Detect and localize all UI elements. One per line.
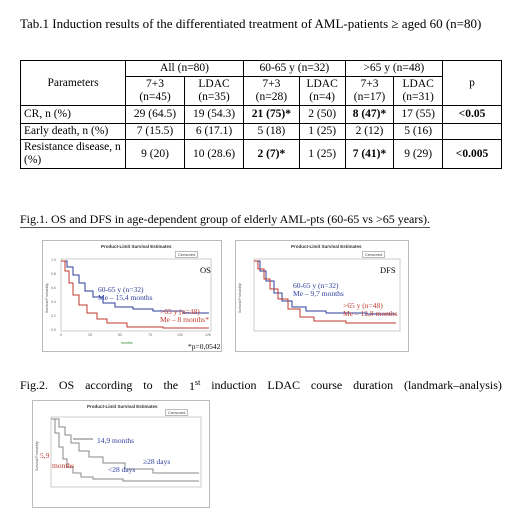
table-cell: 2 (12) [345, 124, 394, 140]
table-cell: 21 (75)* [244, 106, 300, 124]
table-cell: 9 (29) [394, 140, 443, 169]
os-blue-group-label: 60-65 y (n=32) Me – 15,4 months [98, 286, 153, 302]
x-tick: 75 [148, 333, 152, 337]
subheader-cell: 7+3 (n=28) [244, 77, 300, 106]
table-row: CR, n (%) 29 (64.5) 19 (54.3) 21 (75)* 2… [21, 106, 502, 124]
os-label: OS [200, 266, 211, 274]
subheader-cell: LDAC (n=4) [299, 77, 345, 106]
table-cell: 5 (16) [394, 124, 443, 140]
table-cell: 1 (25) [299, 124, 345, 140]
table-cell: 7 (41)* [345, 140, 394, 169]
table-cell: 17 (55) [394, 106, 443, 124]
table-cell: 29 (64.5) [126, 106, 185, 124]
os-p-note: *p=0,0542 [188, 343, 220, 351]
col-header-60-65: 60-65 y (n=32) [244, 61, 346, 77]
ann-ge-28-days: ≥28 days [143, 458, 170, 466]
landmark-km-plot: Product-Limit Survival Estimates Censore… [32, 400, 210, 508]
subheader-cell: 7+3 (n=45) [126, 77, 185, 106]
col-header-p: p [443, 61, 502, 106]
x-axis-label: months [121, 341, 132, 345]
ann-months: months [52, 462, 74, 470]
table-cell: 7 (15.5) [126, 124, 185, 140]
table-cell: 10 (28.6) [185, 140, 244, 169]
ann-lt-28-days: <28 days [108, 466, 135, 474]
ann-14-9-months: 14,9 months [97, 437, 134, 445]
col-header-over65: >65 y (n=48) [345, 61, 442, 77]
row-label: Early death, n (%) [21, 124, 126, 140]
x-tick: 0 [60, 333, 62, 337]
row-label: Resistance disease, n (%) [21, 140, 126, 169]
landmark-curves [33, 401, 209, 507]
fig2-caption: Fig.2. OS according to the 1st induction… [20, 378, 502, 394]
table-cell: 9 (20) [126, 140, 185, 169]
table-cell: 1 (25) [299, 140, 345, 169]
table-cell: 2 (50) [299, 106, 345, 124]
table-cell: 5 (18) [244, 124, 300, 140]
table-cell: 2 (7)* [244, 140, 300, 169]
x-tick: 100 [177, 333, 183, 337]
dfs-label: DFS [380, 266, 396, 274]
p-value-cell [443, 124, 502, 140]
x-tick: 50 [118, 333, 122, 337]
x-tick: 125 [205, 333, 211, 337]
col-header-all: All (n=80) [126, 61, 244, 77]
table-row: Early death, n (%) 7 (15.5) 6 (17.1) 5 (… [21, 124, 502, 140]
table-title: Tab.1 Induction results of the different… [20, 16, 481, 32]
dfs-blue-group-label: 60-65 y (n=32) Me – 9,7 months [293, 282, 344, 298]
p-value-cell: <0.005 [443, 140, 502, 169]
table-cell: 19 (54.3) [185, 106, 244, 124]
dfs-red-group-label: >65 y (n=48) Me – 12,8 months [343, 302, 398, 318]
table-row: Resistance disease, n (%) 9 (20) 10 (28.… [21, 140, 502, 169]
table-cell: 8 (47)* [345, 106, 394, 124]
fig1-caption: Fig.1. OS and DFS in age-dependent group… [20, 212, 430, 228]
results-table: Parameters All (n=80) 60-65 y (n=32) >65… [20, 60, 502, 169]
table-header-row: Parameters All (n=80) 60-65 y (n=32) >65… [21, 61, 502, 77]
p-value-cell: <0.05 [443, 106, 502, 124]
ann-5-9: 5,9 [40, 452, 49, 460]
subheader-cell: 7+3 (n=17) [345, 77, 394, 106]
subheader-cell: LDAC (n=31) [394, 77, 443, 106]
os-red-group-label: >65 y (n=48) Me – 8 months* [160, 308, 209, 324]
subheader-cell: LDAC (n=35) [185, 77, 244, 106]
table-cell: 6 (17.1) [185, 124, 244, 140]
row-label: CR, n (%) [21, 106, 126, 124]
x-tick: 25 [88, 333, 92, 337]
col-header-parameters: Parameters [21, 61, 126, 106]
